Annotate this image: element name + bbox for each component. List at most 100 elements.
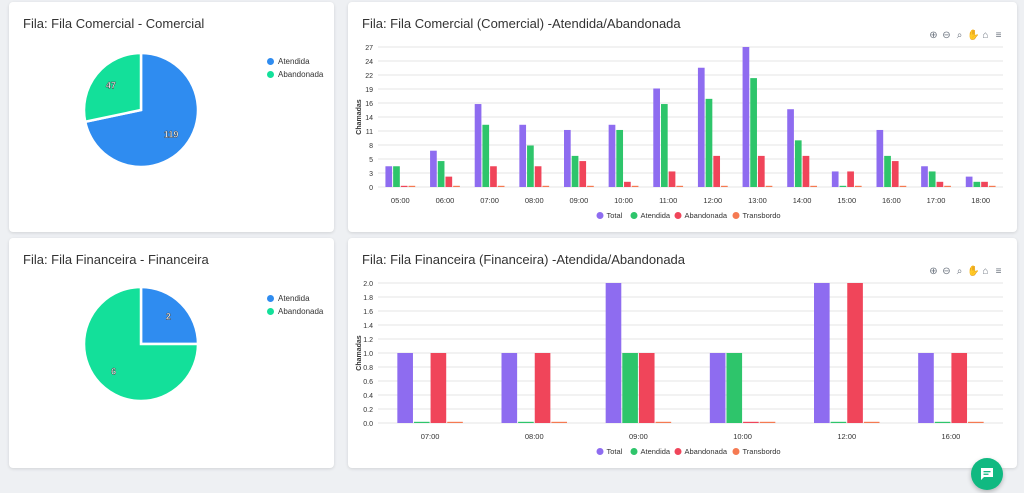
bar-atendida[interactable] xyxy=(660,104,668,187)
bar-atendida[interactable] xyxy=(705,98,713,187)
bar-transbordo[interactable] xyxy=(631,185,639,187)
home-icon[interactable]: ⌂ xyxy=(982,266,989,277)
legend-item-transbordo[interactable]: Transbordo xyxy=(732,211,781,220)
pie-slice-abandonada[interactable] xyxy=(82,285,200,403)
bar-total[interactable] xyxy=(876,129,884,187)
menu-icon[interactable]: ≡ xyxy=(995,30,1002,41)
bar-transbordo[interactable] xyxy=(447,421,463,423)
legend-item-atendida[interactable]: Atendida xyxy=(267,292,323,305)
bar-atendida[interactable] xyxy=(527,145,534,187)
bar-transbordo[interactable] xyxy=(551,421,567,423)
bar-total[interactable] xyxy=(742,47,750,187)
bar-atendida[interactable] xyxy=(839,185,847,187)
bar-abandonada[interactable] xyxy=(668,171,676,187)
bar-transbordo[interactable] xyxy=(542,185,550,187)
bar-total[interactable] xyxy=(831,171,839,187)
bar-total[interactable] xyxy=(921,166,928,187)
bar-total[interactable] xyxy=(814,283,830,423)
bar-total[interactable] xyxy=(965,176,973,187)
pie-slice-abandonada[interactable] xyxy=(82,51,143,124)
bar-transbordo[interactable] xyxy=(721,185,728,187)
bar-transbordo[interactable] xyxy=(968,421,984,423)
bar-total[interactable] xyxy=(430,150,437,187)
bar-transbordo[interactable] xyxy=(408,185,416,187)
bar-abandonada[interactable] xyxy=(579,161,587,187)
bar-atendida[interactable] xyxy=(830,421,847,423)
chat-button[interactable] xyxy=(971,458,1003,490)
bar-total[interactable] xyxy=(787,109,794,187)
bar-atendida[interactable] xyxy=(973,181,981,187)
bar-transbordo[interactable] xyxy=(899,185,907,187)
bar-atendida[interactable] xyxy=(794,140,802,187)
legend-item-abandonada[interactable]: Abandonada xyxy=(674,447,728,456)
bar-transbordo[interactable] xyxy=(765,185,773,187)
pie-slice-atendida[interactable] xyxy=(139,285,200,346)
legend-item-atendida[interactable]: Atendida xyxy=(267,55,323,68)
bar-abandonada[interactable] xyxy=(743,421,759,423)
bar-abandonada[interactable] xyxy=(757,155,765,187)
legend-item-abandonada[interactable]: Abandonada xyxy=(267,68,323,81)
bar-transbordo[interactable] xyxy=(655,421,672,423)
bar-atendida[interactable] xyxy=(482,124,490,187)
menu-icon[interactable]: ≡ xyxy=(995,266,1002,277)
bar-atendida[interactable] xyxy=(413,421,430,423)
legend-item-total[interactable]: Total xyxy=(596,447,623,456)
bar-abandonada[interactable] xyxy=(430,353,447,423)
bar-abandonada[interactable] xyxy=(951,353,968,423)
bar-abandonada[interactable] xyxy=(847,171,854,187)
bar-total[interactable] xyxy=(385,166,393,187)
legend-item-atendida[interactable]: Atendida xyxy=(630,211,671,220)
bar-transbordo[interactable] xyxy=(587,185,594,187)
bar-abandonada[interactable] xyxy=(400,185,408,187)
bar-atendida[interactable] xyxy=(571,155,579,187)
bar-total[interactable] xyxy=(697,67,705,187)
bar-abandonada[interactable] xyxy=(936,181,944,187)
bar-transbordo[interactable] xyxy=(863,421,880,423)
bar-abandonada[interactable] xyxy=(445,176,453,187)
bar-abandonada[interactable] xyxy=(490,166,497,187)
zoom-out-icon[interactable]: ⊖ xyxy=(942,266,951,277)
bar-atendida[interactable] xyxy=(622,353,638,423)
bar-atendida[interactable] xyxy=(616,129,624,187)
bar-abandonada[interactable] xyxy=(891,161,899,187)
bar-total[interactable] xyxy=(519,124,527,187)
bar-abandonada[interactable] xyxy=(713,155,721,187)
bar-total[interactable] xyxy=(397,353,413,423)
bar-atendida[interactable] xyxy=(934,421,951,423)
bar-abandonada[interactable] xyxy=(624,181,631,187)
bar-total[interactable] xyxy=(608,124,616,187)
bar-transbordo[interactable] xyxy=(759,421,776,423)
legend-item-abandonada[interactable]: Abandonada xyxy=(267,305,323,318)
legend-item-transbordo[interactable]: Transbordo xyxy=(732,447,781,456)
bar-atendida[interactable] xyxy=(393,166,400,187)
bar-total[interactable] xyxy=(709,353,726,423)
bar-transbordo[interactable] xyxy=(988,185,996,187)
bar-abandonada[interactable] xyxy=(534,166,542,187)
home-icon[interactable]: ⌂ xyxy=(982,30,989,41)
bar-total[interactable] xyxy=(605,283,622,423)
bar-total[interactable] xyxy=(918,353,934,423)
bar-transbordo[interactable] xyxy=(676,185,684,187)
legend-item-abandonada[interactable]: Abandonada xyxy=(674,211,728,220)
bar-transbordo[interactable] xyxy=(497,185,505,187)
bar-transbordo[interactable] xyxy=(453,185,460,187)
pan-icon[interactable]: ✋ xyxy=(967,266,980,277)
bar-atendida[interactable] xyxy=(750,78,757,187)
bar-atendida[interactable] xyxy=(518,421,534,423)
legend-item-total[interactable]: Total xyxy=(596,211,623,220)
bar-abandonada[interactable] xyxy=(534,353,551,423)
zoom-icon[interactable]: ⌕ xyxy=(956,266,963,277)
bar-atendida[interactable] xyxy=(437,161,445,187)
pan-icon[interactable]: ✋ xyxy=(967,30,980,41)
zoom-out-icon[interactable]: ⊖ xyxy=(942,30,951,41)
bar-abandonada[interactable] xyxy=(802,155,810,187)
zoom-in-icon[interactable]: ⊕ xyxy=(929,30,938,41)
bar-total[interactable] xyxy=(501,353,518,423)
bar-abandonada[interactable] xyxy=(981,181,988,187)
zoom-icon[interactable]: ⌕ xyxy=(956,30,963,41)
bar-atendida[interactable] xyxy=(726,353,743,423)
bar-abandonada[interactable] xyxy=(847,283,863,423)
bar-total[interactable] xyxy=(653,88,660,187)
legend-item-atendida[interactable]: Atendida xyxy=(630,447,671,456)
bar-total[interactable] xyxy=(474,104,482,187)
